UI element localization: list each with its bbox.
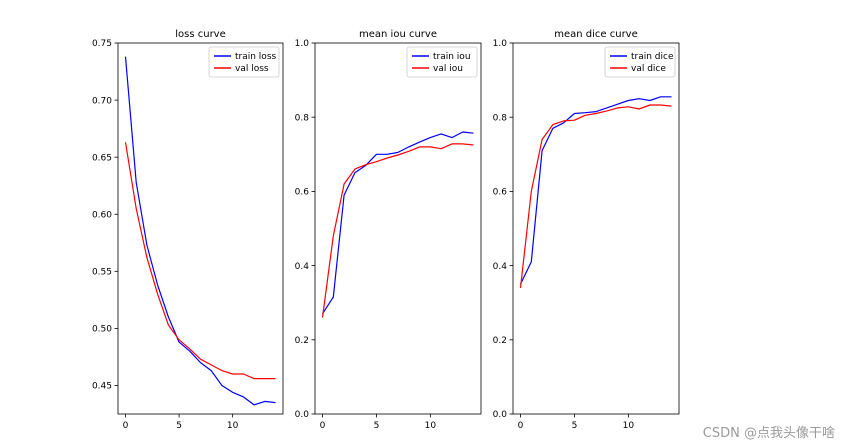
series-line-val-iou [321,143,474,318]
series-line-train-dice [519,96,672,285]
y-tick-label: 0.70 [92,96,112,106]
y-tick-label: 0.75 [92,39,112,49]
x-tick-label: 10 [425,421,437,431]
legend-label: val iou [433,64,463,74]
y-tick-label: 0.0 [295,410,310,420]
legend-label: train loss [235,52,277,62]
legend-box [208,46,280,78]
x-tick-label: 0 [320,421,326,431]
y-tick-label: 0.2 [295,336,309,346]
y-tick-label: 0.6 [295,188,310,198]
plot-frame [117,42,284,415]
series-line-val-dice [519,104,672,288]
y-tick-label: 0.2 [493,336,507,346]
legend-label: val loss [235,64,269,74]
series-line-train-iou [321,131,474,315]
y-tick-label: 0.4 [493,262,508,272]
x-tick-label: 10 [227,421,239,431]
legend-box [604,46,676,78]
series-line-val-loss [124,142,276,380]
chart-2: mean iou curve 0 5 10 0.0 0.2 0.4 0.6 0.8 1.0 trai… [295,29,482,431]
y-tick-label: 1.0 [493,39,508,49]
legend-label: val dice [631,64,666,74]
y-tick-label: 0.8 [493,113,508,123]
y-tick-label: 0.55 [92,268,112,278]
x-tick-label: 0 [123,421,129,431]
chart-3: mean dice curve 0 5 10 0.0 0.2 0.4 0.6 0.8 1.0 tra… [493,29,680,431]
watermark: CSDN @点我头像干啥 [702,426,835,441]
chart-title: mean iou curve [359,29,437,40]
chart-1: loss curve 0 5 10 0.45 0.50 0.55 0.60 0.65 0.70 0.… [92,29,284,431]
y-tick-label: 0.60 [92,210,112,220]
y-tick-label: 0.4 [295,262,310,272]
x-tick-label: 0 [518,421,524,431]
y-tick-label: 0.6 [493,188,508,198]
legend-label: train dice [631,52,674,62]
x-tick-label: 5 [176,421,182,431]
x-tick-label: 5 [572,421,578,431]
plot-frame [512,42,680,415]
chart-title: loss curve [175,29,226,40]
y-tick-label: 0.45 [92,382,112,392]
x-tick-label: 10 [623,421,635,431]
series-line-train-loss [124,56,276,406]
legend-label: train iou [433,52,471,62]
legend-box [406,46,478,78]
y-tick-label: 0.0 [493,410,508,420]
y-tick-label: 0.65 [92,153,112,163]
y-tick-label: 0.50 [92,325,112,335]
y-tick-label: 0.8 [295,113,310,123]
plot-frame [314,42,482,415]
x-tick-label: 5 [374,421,380,431]
chart-title: mean dice curve [554,29,638,40]
y-tick-label: 1.0 [295,39,310,49]
